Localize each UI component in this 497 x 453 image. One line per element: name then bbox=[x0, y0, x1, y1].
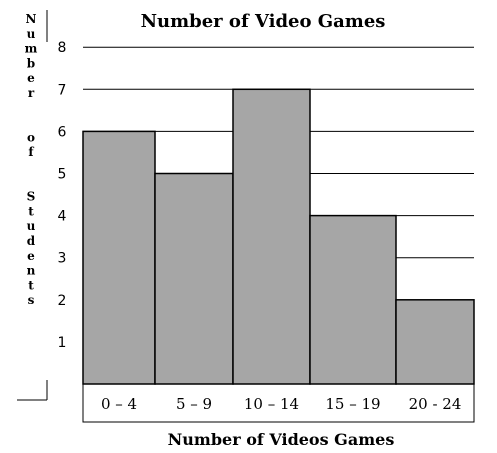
y-tick-label: 7 bbox=[58, 82, 67, 98]
y-axis-label-char: e bbox=[27, 71, 35, 85]
bar bbox=[309, 214, 397, 385]
y-axis-label-char: m bbox=[25, 42, 38, 56]
bar bbox=[82, 130, 156, 385]
y-axis-label-char: s bbox=[28, 293, 35, 307]
y-axis-label-char: r bbox=[28, 86, 35, 100]
y-axis-label-char: d bbox=[27, 234, 36, 248]
y-axis-label-char: S bbox=[27, 190, 36, 204]
y-axis-label-char: t bbox=[28, 278, 34, 292]
y-tick-label: 8 bbox=[58, 40, 67, 56]
y-axis-label-char: n bbox=[27, 264, 36, 278]
y-axis-label-char: b bbox=[27, 56, 35, 70]
x-tick-label: 20 - 24 bbox=[409, 395, 462, 413]
chart-title: Number of Video Games bbox=[141, 11, 386, 32]
y-axis-label-char: e bbox=[27, 249, 35, 263]
y-axis-label-char: u bbox=[27, 27, 36, 41]
x-tick-label: 0 – 4 bbox=[101, 395, 137, 413]
y-axis-label-char: u bbox=[27, 219, 36, 233]
y-axis-label-char: f bbox=[28, 145, 34, 159]
y-tick-label: 5 bbox=[58, 167, 67, 183]
x-tick-labels: 0 – 4 5 – 9 10 – 14 15 – 19 20 - 24 bbox=[101, 395, 461, 413]
x-tick-label: 10 – 14 bbox=[244, 395, 299, 413]
x-tick-label: 15 – 19 bbox=[325, 395, 380, 413]
bars bbox=[82, 88, 475, 385]
y-tick-label: 6 bbox=[58, 124, 67, 140]
y-tick-label: 3 bbox=[58, 251, 67, 267]
y-axis-label-char: N bbox=[26, 12, 37, 26]
x-tick-label: 5 – 9 bbox=[176, 395, 212, 413]
y-axis-label-char: o bbox=[27, 130, 35, 144]
y-tick-label: 4 bbox=[58, 209, 67, 225]
y-tick-label: 2 bbox=[58, 293, 67, 309]
bar bbox=[232, 88, 311, 385]
y-tick-labels: 1 2 3 4 5 6 7 8 bbox=[58, 40, 67, 351]
x-tick-label-box bbox=[82, 383, 475, 423]
y-axis-label-char: t bbox=[28, 204, 34, 218]
bar bbox=[154, 172, 234, 385]
y-tick-label: 1 bbox=[58, 335, 67, 351]
bar bbox=[395, 299, 475, 385]
x-axis-label: Number of Videos Games bbox=[168, 430, 395, 449]
